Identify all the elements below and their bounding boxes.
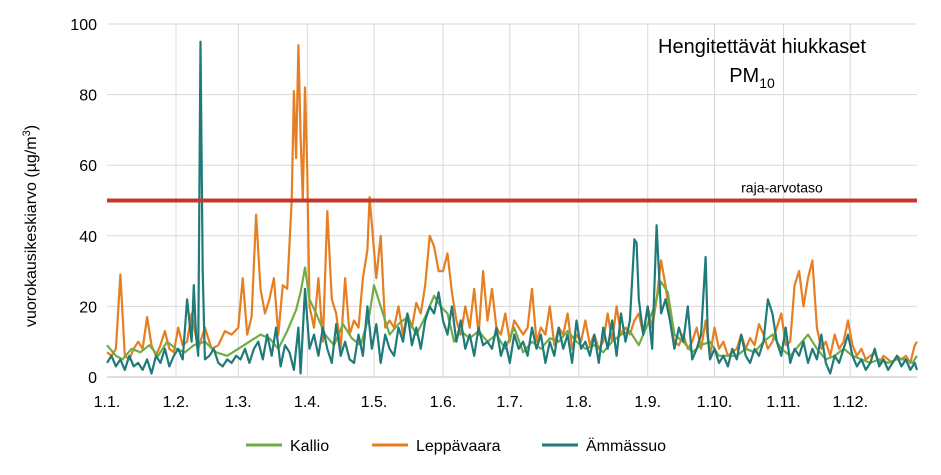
y-tick-label: 60 — [79, 158, 97, 175]
x-tick-label: 1.1. — [94, 394, 121, 411]
x-tick-label: 1.11. — [766, 394, 800, 411]
x-tick-label: 1.3. — [225, 394, 252, 411]
x-tick-label: 1.2. — [163, 394, 190, 411]
x-tick-label: 1.8. — [565, 394, 592, 411]
legend-label: Ämmässuo — [586, 437, 666, 455]
chart-legend: Kallio Leppävaara Ämmässuo — [246, 437, 666, 455]
legend-item-ämmässuo: Ämmässuo — [542, 437, 666, 455]
chart-title: Hengitettävät hiukkaset — [658, 36, 866, 58]
ylabel-main: vuorokausikeskiarvo (µg/m — [23, 136, 40, 327]
y-tick-label: 80 — [79, 88, 97, 105]
ylabel-superscript: 3 — [21, 130, 33, 136]
x-tick-label: 1.5. — [361, 394, 388, 411]
subtitle-subscript: 10 — [759, 75, 775, 91]
legend-label: Leppävaara — [416, 438, 501, 455]
x-tick-label: 1.12. — [832, 394, 868, 411]
x-tick-label: 1.4. — [294, 394, 321, 411]
chart-subtitle: PM10 — [729, 65, 775, 91]
legend-item-leppävaara: Leppävaara — [372, 438, 501, 455]
subtitle-main: PM — [729, 65, 759, 87]
x-tick-label: 1.7. — [496, 394, 523, 411]
chart-series — [106, 40, 919, 375]
legend-label: Kallio — [290, 438, 329, 455]
x-tick-label: 1.10. — [697, 394, 733, 411]
ylabel-end: ) — [23, 125, 40, 130]
limit-line-label: raja-arvotaso — [741, 180, 823, 196]
y-tick-label: 100 — [70, 17, 97, 34]
series-line-ämmässuo — [106, 40, 919, 375]
y-tick-label: 20 — [79, 299, 97, 316]
limit-line-group: raja-arvotaso — [107, 180, 917, 203]
y-axis-label: vuorokausikeskiarvo (µg/m3) — [21, 125, 40, 327]
x-tick-label: 1.9. — [634, 394, 661, 411]
x-tick-label: 1.6. — [430, 394, 457, 411]
y-tick-label: 0 — [88, 370, 97, 387]
legend-item-kallio: Kallio — [246, 438, 329, 455]
y-tick-label: 40 — [79, 229, 97, 246]
series-line-leppävaara — [106, 44, 918, 364]
